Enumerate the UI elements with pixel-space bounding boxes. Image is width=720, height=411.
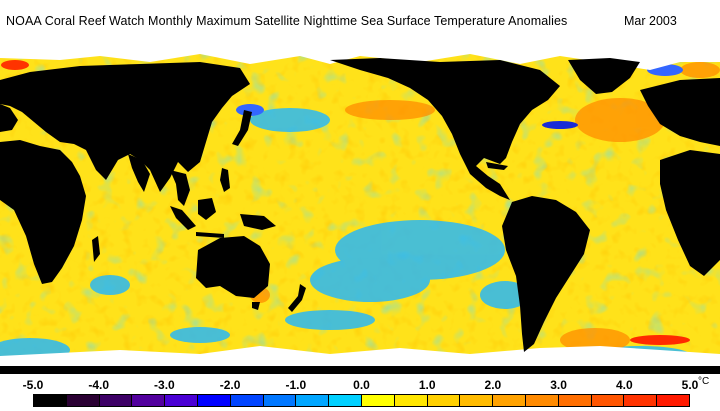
legend-tick-label: 2.0 xyxy=(484,378,502,392)
europe-east-wrap xyxy=(640,78,720,146)
legend-swatch xyxy=(263,395,297,406)
legend-swatch xyxy=(624,395,658,406)
java xyxy=(196,232,224,238)
legend-swatch xyxy=(460,395,494,406)
legend-tick-label: -3.0 xyxy=(154,378,175,392)
legend-swatch xyxy=(197,395,231,406)
legend-tick-label: 5.0 xyxy=(681,378,699,392)
legend-tick-label: 0.0 xyxy=(353,378,370,392)
legend-swatch xyxy=(99,395,133,406)
legend-swatch xyxy=(66,395,100,406)
cuba xyxy=(486,162,508,170)
legend-swatch xyxy=(329,395,362,406)
sumatra xyxy=(170,206,196,230)
indochina xyxy=(170,170,190,206)
sst-anomaly-map xyxy=(0,50,720,374)
legend-tick-label: -2.0 xyxy=(219,378,241,392)
new-zealand xyxy=(288,284,306,312)
greenland xyxy=(568,58,640,94)
map-title: NOAA Coral Reef Watch Monthly Maximum Sa… xyxy=(6,14,568,28)
india-peninsula xyxy=(128,154,150,192)
borneo xyxy=(198,198,216,220)
legend-swatch xyxy=(525,395,559,406)
legend-swatch xyxy=(34,395,67,406)
legend-swatch xyxy=(427,395,461,406)
legend-swatch xyxy=(591,395,625,406)
japan xyxy=(232,110,252,146)
legend-swatch xyxy=(132,395,166,406)
legend-swatch xyxy=(394,395,428,406)
north-america xyxy=(330,58,560,200)
legend-colorbar xyxy=(33,394,690,407)
legend-tick-label: -5.0 xyxy=(22,378,44,392)
land-masses xyxy=(0,58,720,374)
australia xyxy=(196,236,270,298)
legend-unit: °C xyxy=(698,376,710,387)
legend-swatch xyxy=(657,395,689,406)
legend-ticks: -5.0 -4.0 -3.0 -2.0 -1.0 0.0 1.0 2.0 3.0 4.0 5.0 xyxy=(0,378,720,394)
legend-swatch xyxy=(296,395,330,406)
antarctica xyxy=(0,366,720,374)
eurasia-landmass xyxy=(0,62,250,192)
tasmania xyxy=(252,302,260,310)
legend-swatch xyxy=(558,395,592,406)
legend-tick-label: 4.0 xyxy=(615,378,633,392)
europe-west xyxy=(0,104,18,132)
legend-swatch xyxy=(493,395,526,406)
legend-tick-label: -4.0 xyxy=(88,378,110,392)
map-date: Mar 2003 xyxy=(624,14,677,28)
legend-tick-label: -1.0 xyxy=(285,378,307,392)
warm-anomaly-regions xyxy=(250,62,720,352)
africa-east-wrap xyxy=(660,150,720,276)
legend-tick-label: 3.0 xyxy=(550,378,567,392)
south-america xyxy=(502,196,590,352)
legend-swatch xyxy=(165,395,198,406)
legend-tick-label: 1.0 xyxy=(418,378,436,392)
africa-landmass xyxy=(0,140,86,284)
new-guinea xyxy=(240,214,276,230)
legend-swatch xyxy=(361,395,395,406)
philippines xyxy=(220,168,230,192)
legend-swatch xyxy=(230,395,264,406)
madagascar xyxy=(92,236,100,262)
